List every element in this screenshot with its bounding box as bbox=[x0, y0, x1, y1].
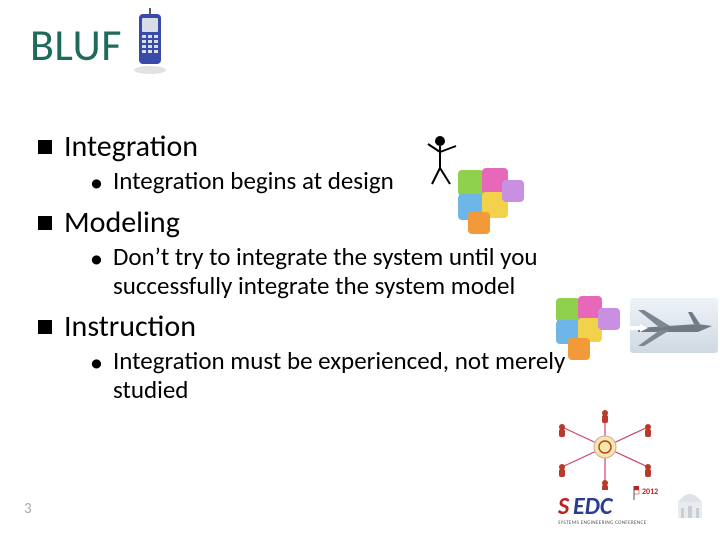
logo-brand: EDC bbox=[573, 492, 614, 521]
people-network-icon bbox=[550, 405, 660, 490]
subbullet-text: Integration must be experienced, not mer… bbox=[113, 347, 598, 405]
page-number: 3 bbox=[24, 500, 32, 518]
square-bullet-icon bbox=[38, 216, 52, 230]
slide-title: BLUF bbox=[30, 18, 122, 72]
square-bullet-icon bbox=[38, 320, 52, 334]
phone-icon bbox=[125, 8, 175, 78]
bullet-label: Modeling bbox=[64, 206, 180, 239]
puzzle-person-icon bbox=[428, 140, 528, 230]
dot-bullet-icon: • bbox=[90, 245, 103, 271]
bullet-l2: • Integration must be experienced, not m… bbox=[90, 347, 598, 405]
subbullet-text: Integration begins at design bbox=[113, 167, 394, 196]
bullet-label: Instruction bbox=[64, 310, 196, 343]
jet-photo-icon bbox=[630, 298, 718, 353]
slide: { "title": { "text": "BLUF", "color": "#… bbox=[0, 0, 720, 540]
dot-bullet-icon: • bbox=[90, 169, 103, 195]
bullet-l1: Instruction bbox=[38, 310, 598, 343]
bullet-label: Integration bbox=[64, 130, 198, 163]
logo-year: 2012 bbox=[642, 487, 658, 497]
dot-bullet-icon: • bbox=[90, 349, 103, 375]
bullet-l2: • Don’t try to integrate the system unti… bbox=[90, 243, 598, 301]
subbullet-text: Don’t try to integrate the system until … bbox=[113, 243, 598, 301]
puzzle-icon bbox=[548, 290, 628, 365]
logo-tagline: SYSTEMS ENGINEERING CONFERENCE bbox=[558, 520, 647, 526]
square-bullet-icon bbox=[38, 140, 52, 154]
sedc-logo: 2012 S EDC SYSTEMS ENGINEERING CONFERENC… bbox=[558, 484, 708, 526]
svg-text:S: S bbox=[558, 492, 570, 521]
